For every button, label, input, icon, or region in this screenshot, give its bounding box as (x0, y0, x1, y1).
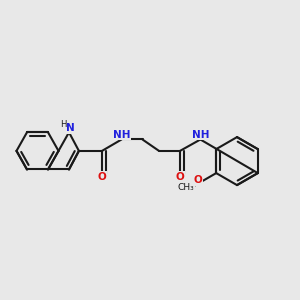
Text: NH: NH (113, 130, 130, 140)
Text: O: O (194, 175, 203, 185)
Text: CH₃: CH₃ (178, 183, 195, 192)
Text: N: N (65, 123, 74, 133)
Text: O: O (176, 172, 184, 182)
Text: NH: NH (192, 130, 209, 140)
Text: O: O (98, 172, 106, 182)
Text: H: H (60, 120, 66, 129)
